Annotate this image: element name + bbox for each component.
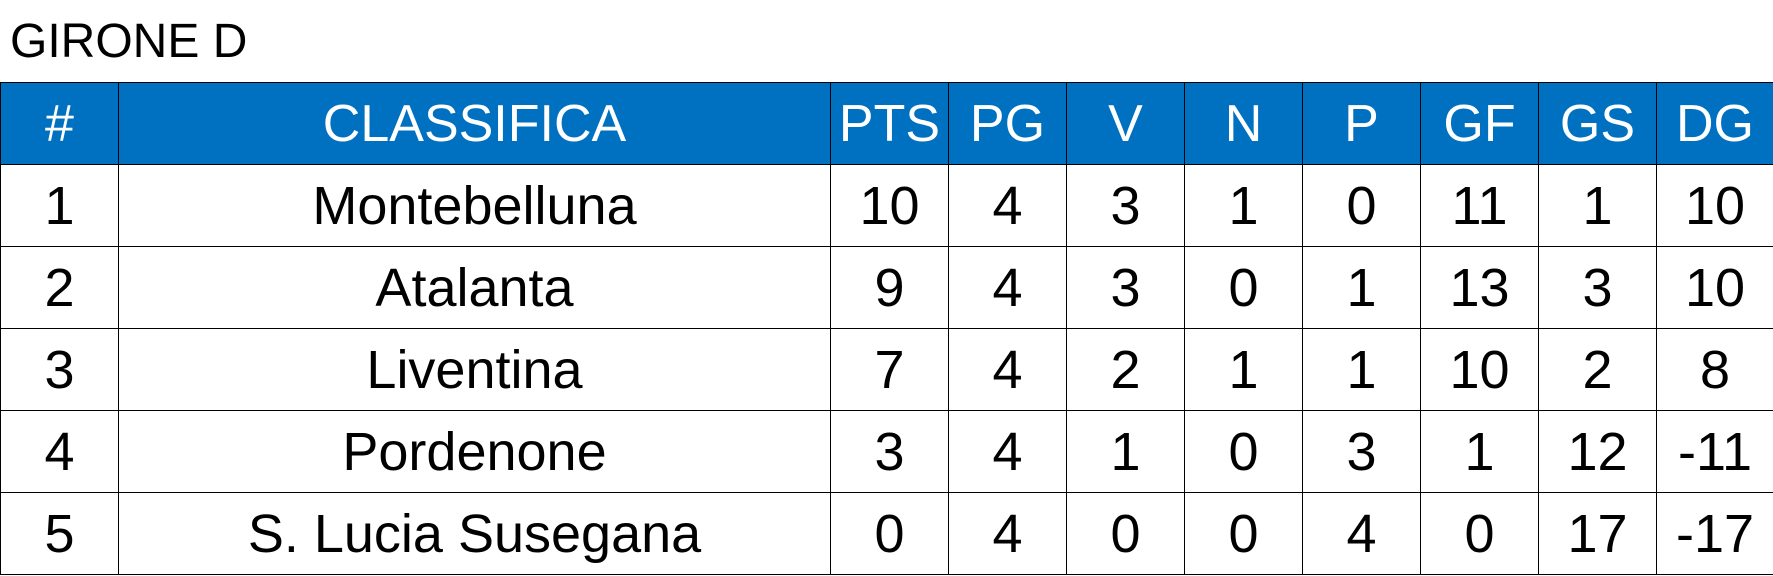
goals-for-cell: 0 xyxy=(1420,492,1539,575)
wins-cell: 0 xyxy=(1066,492,1185,575)
team-cell: S. Lucia Susegana xyxy=(118,492,831,575)
wins-cell: 3 xyxy=(1066,246,1185,329)
goals-for-cell: 11 xyxy=(1420,164,1539,247)
goal-difference-cell: -11 xyxy=(1656,410,1773,493)
team-cell: Atalanta xyxy=(118,246,831,329)
rank-cell: 5 xyxy=(0,492,119,575)
table-row: 2 Atalanta 9 4 3 0 1 13 3 10 xyxy=(0,246,1773,329)
team-cell: Liventina xyxy=(118,328,831,411)
team-cell: Montebelluna xyxy=(118,164,831,247)
team-cell: Pordenone xyxy=(118,410,831,493)
draws-cell: 1 xyxy=(1184,164,1303,247)
losses-cell: 4 xyxy=(1302,492,1421,575)
draws-cell: 0 xyxy=(1184,410,1303,493)
goal-difference-cell: 10 xyxy=(1656,246,1773,329)
header-points: PTS xyxy=(830,82,949,165)
wins-cell: 3 xyxy=(1066,164,1185,247)
goals-for-cell: 1 xyxy=(1420,410,1539,493)
losses-cell: 0 xyxy=(1302,164,1421,247)
goal-difference-cell: 10 xyxy=(1656,164,1773,247)
goals-for-cell: 13 xyxy=(1420,246,1539,329)
wins-cell: 2 xyxy=(1066,328,1185,411)
table-header-row: # CLASSIFICA PTS PG V N P GF GS DG xyxy=(0,82,1773,165)
header-draws: N xyxy=(1184,82,1303,165)
points-cell: 0 xyxy=(830,492,949,575)
header-wins: V xyxy=(1066,82,1185,165)
page-title: GIRONE D xyxy=(10,15,248,68)
losses-cell: 1 xyxy=(1302,246,1421,329)
table-row: 4 Pordenone 3 4 1 0 3 1 12 -11 xyxy=(0,410,1773,493)
wins-cell: 1 xyxy=(1066,410,1185,493)
points-cell: 10 xyxy=(830,164,949,247)
goal-difference-cell: 8 xyxy=(1656,328,1773,411)
points-cell: 7 xyxy=(830,328,949,411)
header-rank: # xyxy=(0,82,119,165)
played-cell: 4 xyxy=(948,246,1067,329)
goals-against-cell: 2 xyxy=(1538,328,1657,411)
header-losses: P xyxy=(1302,82,1421,165)
played-cell: 4 xyxy=(948,328,1067,411)
goals-for-cell: 10 xyxy=(1420,328,1539,411)
table-row: 1 Montebelluna 10 4 3 1 0 11 1 10 xyxy=(0,164,1773,247)
goals-against-cell: 12 xyxy=(1538,410,1657,493)
standings-table: # CLASSIFICA PTS PG V N P GF GS DG 1 Mon… xyxy=(0,82,1773,575)
rank-cell: 1 xyxy=(0,164,119,247)
losses-cell: 1 xyxy=(1302,328,1421,411)
goals-against-cell: 1 xyxy=(1538,164,1657,247)
header-played: PG xyxy=(948,82,1067,165)
header-goals-for: GF xyxy=(1420,82,1539,165)
table-row: 5 S. Lucia Susegana 0 4 0 0 4 0 17 -17 xyxy=(0,492,1773,575)
header-goals-against: GS xyxy=(1538,82,1657,165)
draws-cell: 1 xyxy=(1184,328,1303,411)
goal-difference-cell: -17 xyxy=(1656,492,1773,575)
goals-against-cell: 3 xyxy=(1538,246,1657,329)
goals-against-cell: 17 xyxy=(1538,492,1657,575)
header-team: CLASSIFICA xyxy=(118,82,831,165)
points-cell: 3 xyxy=(830,410,949,493)
table-row: 3 Liventina 7 4 2 1 1 10 2 8 xyxy=(0,328,1773,411)
draws-cell: 0 xyxy=(1184,246,1303,329)
points-cell: 9 xyxy=(830,246,949,329)
draws-cell: 0 xyxy=(1184,492,1303,575)
header-goal-difference: DG xyxy=(1656,82,1773,165)
played-cell: 4 xyxy=(948,492,1067,575)
rank-cell: 2 xyxy=(0,246,119,329)
rank-cell: 4 xyxy=(0,410,119,493)
rank-cell: 3 xyxy=(0,328,119,411)
losses-cell: 3 xyxy=(1302,410,1421,493)
played-cell: 4 xyxy=(948,164,1067,247)
played-cell: 4 xyxy=(948,410,1067,493)
